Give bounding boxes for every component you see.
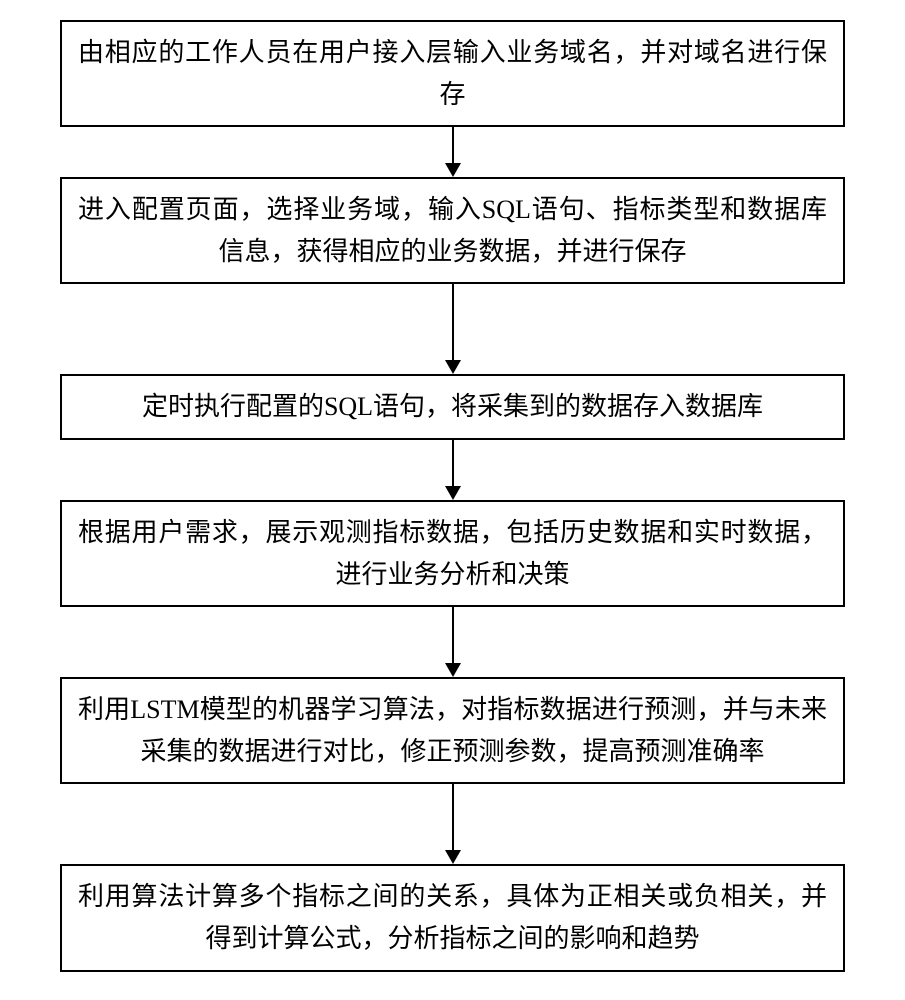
flowchart-step-1: 由相应的工作人员在用户接入层输入业务域名，并对域名进行保存	[60, 20, 845, 127]
flowchart-container: 由相应的工作人员在用户接入层输入业务域名，并对域名进行保存 进入配置页面，选择业…	[60, 20, 845, 972]
arrow-3	[445, 440, 461, 500]
flowchart-step-6: 利用算法计算多个指标之间的关系，具体为正相关或负相关，并得到计算公式，分析指标之…	[60, 864, 845, 971]
arrow-head-icon	[445, 486, 461, 500]
flowchart-step-2: 进入配置页面，选择业务域，输入SQL语句、指标类型和数据库信息，获得相应的业务数…	[60, 177, 845, 284]
flowchart-step-3: 定时执行配置的SQL语句，将采集到的数据存入数据库	[60, 374, 845, 440]
arrow-head-icon	[445, 360, 461, 374]
step4-text: 根据用户需求，展示观测指标数据，包括历史数据和实时数据，进行业务分析和决策	[78, 512, 827, 595]
step1-text: 由相应的工作人员在用户接入层输入业务域名，并对域名进行保存	[78, 32, 827, 115]
arrow-head-icon	[445, 163, 461, 177]
flowchart-step-4: 根据用户需求，展示观测指标数据，包括历史数据和实时数据，进行业务分析和决策	[60, 500, 845, 607]
arrow-line	[452, 127, 454, 163]
arrow-head-icon	[445, 850, 461, 864]
arrow-4	[445, 607, 461, 677]
arrow-5	[445, 784, 461, 864]
flowchart-step-5: 利用LSTM模型的机器学习算法，对指标数据进行预测，并与未来采集的数据进行对比，…	[60, 677, 845, 784]
arrow-head-icon	[445, 663, 461, 677]
arrow-line	[452, 284, 454, 360]
step5-text: 利用LSTM模型的机器学习算法，对指标数据进行预测，并与未来采集的数据进行对比，…	[78, 689, 827, 772]
arrow-line	[452, 440, 454, 486]
step6-text: 利用算法计算多个指标之间的关系，具体为正相关或负相关，并得到计算公式，分析指标之…	[78, 876, 827, 959]
arrow-line	[452, 607, 454, 663]
step2-text: 进入配置页面，选择业务域，输入SQL语句、指标类型和数据库信息，获得相应的业务数…	[78, 189, 827, 272]
arrow-line	[452, 784, 454, 850]
arrow-1	[445, 127, 461, 177]
arrow-2	[445, 284, 461, 374]
step3-text: 定时执行配置的SQL语句，将采集到的数据存入数据库	[142, 386, 763, 428]
